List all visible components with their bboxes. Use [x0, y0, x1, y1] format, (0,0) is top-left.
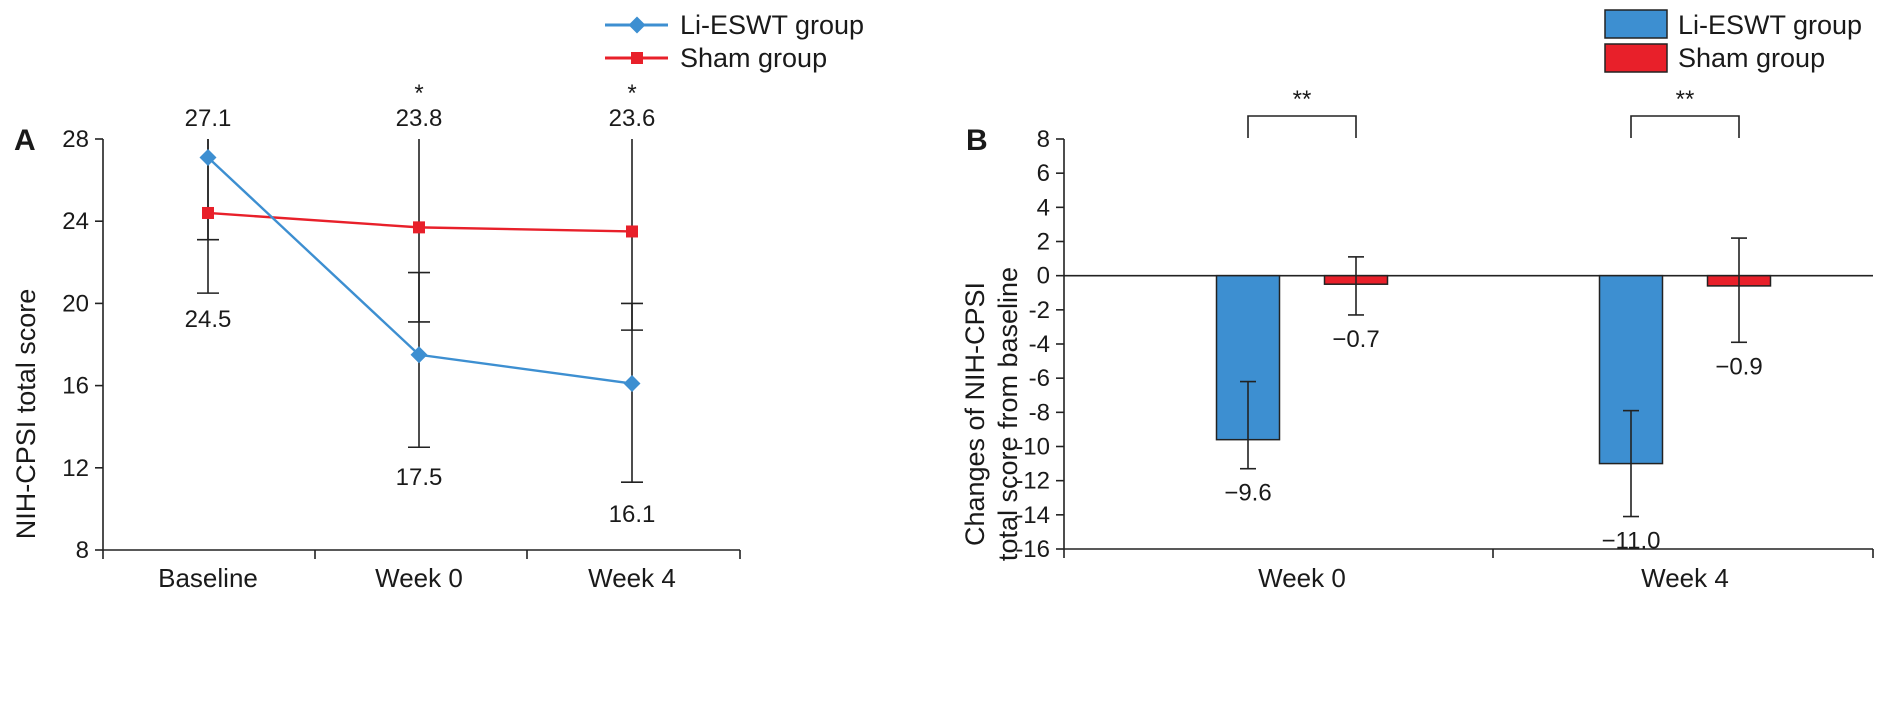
chart-a-significance-marker: * [627, 80, 636, 107]
legend-b-li-label: Li-ESWT group [1678, 10, 1862, 40]
diamond-icon [628, 16, 646, 34]
panel-b-letter: B [966, 124, 988, 157]
legend-a-li-label: Li-ESWT group [680, 10, 864, 40]
legend-b-sham-label: Sham group [1678, 43, 1825, 73]
li-eswt-value-label: 16.1 [609, 501, 656, 528]
chart-b-y-tick-label: 8 [1037, 126, 1050, 153]
chart-a-category-label: Baseline [158, 563, 258, 593]
chart-a-y-tick-label: 12 [62, 455, 89, 482]
sham-value-label: −0.9 [1715, 353, 1762, 380]
chart-b-category-label: Week 0 [1258, 563, 1346, 593]
legend-a-sham-label: Sham group [680, 43, 827, 73]
chart-b-y-tick-label: -6 [1029, 365, 1050, 392]
sham-value-label: 24.5 [185, 306, 232, 333]
chart-b-ylabel-line-1: Changes of NIH-CPSI [960, 282, 990, 546]
chart-b-y-tick-label: -10 [1015, 434, 1050, 461]
chart-b-y-tick-label: 0 [1037, 263, 1050, 290]
sham-value-label: 23.6 [609, 105, 656, 132]
chart-a-significance-marker: * [414, 80, 423, 107]
sham-point [413, 221, 425, 234]
chart-b-y-tick-label: -14 [1015, 502, 1050, 529]
chart-b-significance-marker: ** [1676, 86, 1695, 113]
chart-a-y-tick-label: 20 [62, 290, 89, 317]
sham-point [202, 206, 214, 219]
chart-a-y-tick-label: 28 [62, 126, 89, 153]
li-eswt-value-label: 17.5 [396, 464, 443, 491]
legend-b-li-swatch [1604, 9, 1668, 39]
chart-b-y-tick-label: -16 [1015, 536, 1050, 563]
sham-point [626, 225, 638, 238]
sham-value-label: −0.7 [1332, 326, 1379, 353]
chart-b-significance-bracket [1247, 115, 1357, 138]
chart-a-y-tick-label: 8 [76, 537, 89, 564]
li-eswt-point [410, 346, 428, 364]
chart-a-category-label: Week 0 [375, 563, 463, 593]
chart-a: NIH-CPSI total score 8 12 16 20 24 28 Baseline… [11, 80, 741, 593]
chart-a-y-tick-label: 16 [62, 373, 89, 400]
chart-a-category-label: Week 4 [588, 563, 676, 593]
li-eswt-value-label: 27.1 [185, 105, 232, 132]
chart-b-y-tick-label: 2 [1037, 229, 1050, 256]
legend-b: Li-ESWT group Sham group [1604, 9, 1862, 73]
chart-b-y-tick-label: 4 [1037, 194, 1050, 221]
chart-a-ylabel: NIH-CPSI total score [11, 289, 41, 540]
chart-b-y-tick-label: -4 [1029, 331, 1050, 358]
chart-a-y-tick-label: 24 [62, 208, 89, 235]
chart-b-category-label: Week 4 [1641, 563, 1729, 593]
legend-a: Li-ESWT group Sham group [605, 10, 864, 73]
chart-b-y-tick-label: -2 [1029, 297, 1050, 324]
li-eswt-value-label: −9.6 [1224, 480, 1271, 507]
chart-b-ylabel-line-2: total score from baseline [993, 267, 1023, 561]
li-eswt-point [199, 149, 217, 166]
li-eswt-point [623, 375, 641, 393]
chart-b-y-tick-label: -12 [1015, 468, 1050, 495]
legend-b-sham-swatch [1604, 43, 1668, 73]
chart-b-significance-marker: ** [1293, 86, 1312, 113]
chart-b-y-tick-label: -8 [1029, 399, 1050, 426]
chart-b-significance-bracket [1630, 115, 1740, 138]
chart-b-y-tick-label: 6 [1037, 160, 1050, 187]
square-icon [631, 52, 643, 64]
sham-value-label: 23.8 [396, 105, 443, 132]
chart-b: Changes of NIH-CPSI total score from bas… [960, 86, 1874, 593]
panel-a-letter: A [14, 124, 36, 157]
li-eswt-value-label: −11.0 [1602, 528, 1661, 555]
